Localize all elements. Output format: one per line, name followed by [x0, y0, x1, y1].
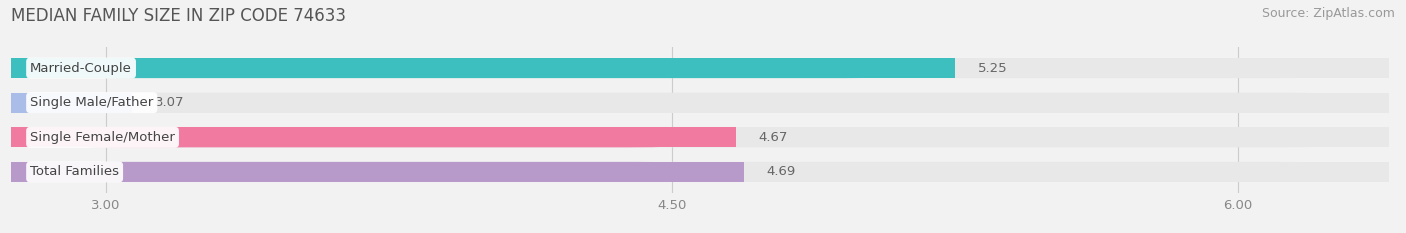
FancyBboxPatch shape — [11, 127, 737, 147]
Text: 3.07: 3.07 — [155, 96, 184, 109]
FancyBboxPatch shape — [11, 127, 1389, 147]
FancyBboxPatch shape — [11, 162, 744, 182]
FancyBboxPatch shape — [11, 58, 955, 78]
Bar — [11, 162, 1389, 182]
Text: Total Families: Total Families — [30, 165, 120, 178]
FancyBboxPatch shape — [11, 93, 1389, 113]
Text: Married-Couple: Married-Couple — [30, 62, 132, 75]
Bar — [11, 93, 132, 113]
Text: 5.25: 5.25 — [977, 62, 1007, 75]
Bar — [11, 162, 744, 182]
Bar — [11, 127, 1389, 147]
FancyBboxPatch shape — [11, 58, 1389, 78]
Text: Single Female/Mother: Single Female/Mother — [30, 131, 174, 144]
Bar — [11, 93, 1389, 113]
Text: Single Male/Father: Single Male/Father — [30, 96, 153, 109]
Bar — [11, 58, 1389, 78]
Text: 4.69: 4.69 — [766, 165, 796, 178]
Text: 4.67: 4.67 — [759, 131, 789, 144]
Text: MEDIAN FAMILY SIZE IN ZIP CODE 74633: MEDIAN FAMILY SIZE IN ZIP CODE 74633 — [11, 7, 346, 25]
Text: Source: ZipAtlas.com: Source: ZipAtlas.com — [1261, 7, 1395, 20]
Bar — [11, 58, 955, 78]
FancyBboxPatch shape — [11, 162, 1389, 182]
Bar — [11, 127, 737, 147]
